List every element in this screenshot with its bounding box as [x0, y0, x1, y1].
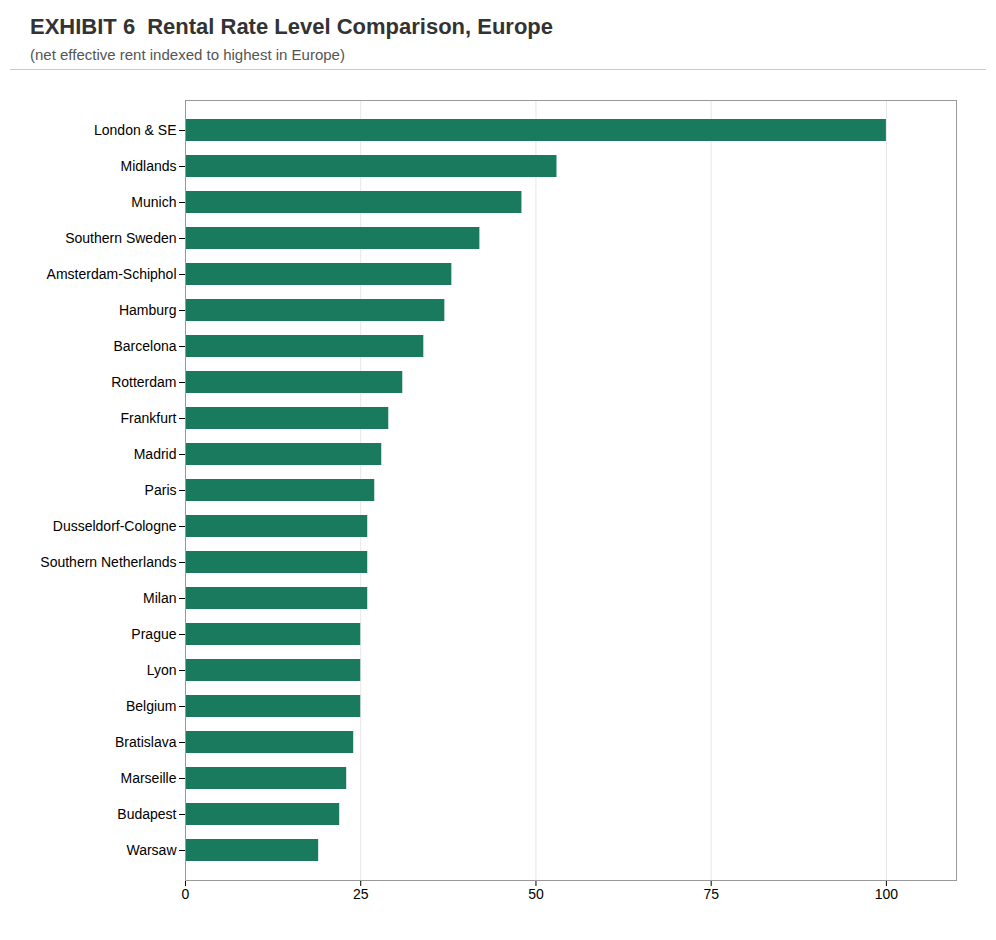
- svg-text:Hamburg: Hamburg: [119, 302, 177, 318]
- svg-text:Marseille: Marseille: [120, 770, 176, 786]
- svg-text:Lyon: Lyon: [147, 662, 177, 678]
- svg-text:50: 50: [528, 886, 544, 902]
- svg-text:Madrid: Madrid: [134, 446, 177, 462]
- svg-text:Southern Sweden: Southern Sweden: [65, 230, 176, 246]
- svg-text:Prague: Prague: [131, 626, 176, 642]
- svg-text:Paris: Paris: [145, 482, 177, 498]
- svg-text:Munich: Munich: [131, 194, 176, 210]
- svg-text:Amsterdam-Schiphol: Amsterdam-Schiphol: [47, 266, 177, 282]
- svg-text:Barcelona: Barcelona: [113, 338, 176, 354]
- svg-text:0: 0: [182, 886, 190, 902]
- svg-text:Belgium: Belgium: [126, 698, 177, 714]
- svg-text:Milan: Milan: [143, 590, 176, 606]
- svg-text:Frankfurt: Frankfurt: [120, 410, 176, 426]
- svg-text:Budapest: Budapest: [117, 806, 176, 822]
- svg-text:Southern Netherlands: Southern Netherlands: [40, 554, 176, 570]
- svg-text:75: 75: [703, 886, 719, 902]
- svg-text:Midlands: Midlands: [120, 158, 176, 174]
- svg-text:Rotterdam: Rotterdam: [111, 374, 176, 390]
- svg-text:100: 100: [875, 886, 899, 902]
- html-text:(net effective rent indexed to: (net effective rent indexed to highest i…: [30, 46, 345, 63]
- svg-text:Bratislava: Bratislava: [115, 734, 177, 750]
- svg-text:25: 25: [353, 886, 369, 902]
- html-text:EXHIBIT 6: EXHIBIT 6: [30, 14, 136, 39]
- svg-text:Warsaw: Warsaw: [126, 842, 177, 858]
- svg-text:Dusseldorf-Cologne: Dusseldorf-Cologne: [53, 518, 177, 534]
- html-text:Rental Rate Level Comparison,: Rental Rate Level Comparison, Europe: [147, 14, 553, 39]
- svg-text:London & SE: London & SE: [94, 122, 177, 138]
